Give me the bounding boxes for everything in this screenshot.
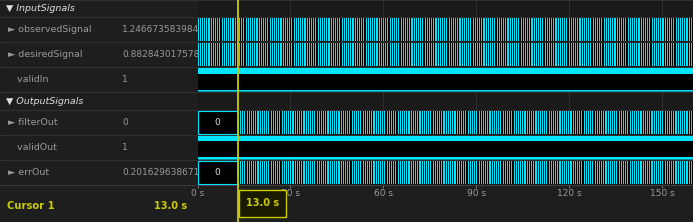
Bar [239, 190, 286, 217]
Bar [198, 111, 238, 134]
Text: 13.0 s: 13.0 s [154, 201, 187, 211]
Text: ► errOut: ► errOut [8, 168, 49, 177]
Text: 0.20162963867187: 0.20162963867187 [123, 168, 211, 177]
Text: ► observedSignal: ► observedSignal [8, 26, 91, 34]
Text: ▼ OutputSignals: ▼ OutputSignals [6, 97, 83, 106]
Text: 0: 0 [215, 118, 220, 127]
Text: 1.24667358398437: 1.24667358398437 [123, 26, 211, 34]
Text: 0: 0 [123, 118, 128, 127]
Text: 1: 1 [123, 75, 128, 84]
Text: validIn: validIn [8, 75, 49, 84]
Text: ► desiredSignal: ► desiredSignal [8, 50, 82, 59]
Text: validOut: validOut [8, 143, 57, 152]
Text: ► filterOut: ► filterOut [8, 118, 58, 127]
Text: 1: 1 [123, 143, 128, 152]
Text: 0.88284301757812: 0.88284301757812 [123, 50, 211, 59]
Text: ▼ InputSignals: ▼ InputSignals [6, 4, 75, 13]
Bar [198, 161, 238, 184]
Text: Cursor 1: Cursor 1 [7, 201, 55, 211]
Text: 0: 0 [215, 168, 220, 177]
Text: 13.0 s: 13.0 s [246, 198, 279, 208]
